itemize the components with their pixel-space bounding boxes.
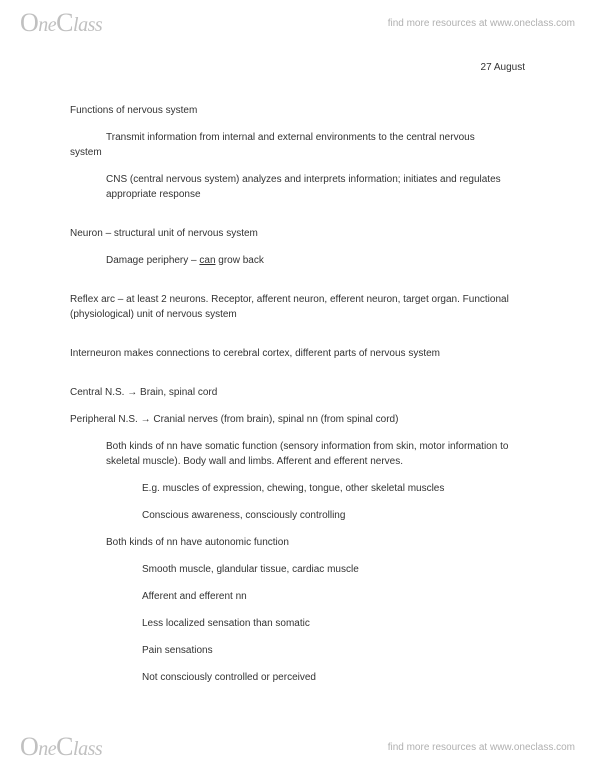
brand-tagline: find more resources at www.oneclass.com (388, 742, 575, 753)
body-text: Conscious awareness, consciously control… (70, 508, 535, 523)
body-text: Smooth muscle, glandular tissue, cardiac… (70, 562, 535, 577)
text-fragment: Damage periphery – (106, 255, 199, 266)
body-text: Peripheral N.S. → Cranial nerves (from b… (70, 412, 535, 427)
watermark-header: OneClass find more resources at www.onec… (0, 0, 595, 46)
brand-logo: OneClass (20, 8, 102, 38)
watermark-footer: OneClass find more resources at www.onec… (0, 724, 595, 770)
brand-logo: OneClass (20, 732, 102, 762)
body-text: Less localized sensation than somatic (70, 616, 535, 631)
body-text: Both kinds of nn have autonomic function (70, 535, 535, 550)
underlined-text: can (199, 255, 215, 266)
body-text: Not consciously controlled or perceived (70, 670, 535, 685)
body-text: Transmit information from internal and e… (70, 130, 535, 145)
body-text: Pain sensations (70, 643, 535, 658)
body-text: Central N.S. → Brain, spinal cord (70, 385, 535, 400)
text-fragment: grow back (216, 255, 264, 266)
section-heading: Functions of nervous system (70, 103, 535, 118)
body-text: CNS (central nervous system) analyzes an… (70, 172, 535, 202)
body-text: Both kinds of nn have somatic function (… (70, 439, 535, 469)
body-text: E.g. muscles of expression, chewing, ton… (70, 481, 535, 496)
document-body: 27 August Functions of nervous system Tr… (70, 60, 535, 710)
brand-tagline: find more resources at www.oneclass.com (388, 18, 575, 29)
body-text-line: system (70, 145, 535, 160)
body-text-line: Transmit information from internal and e… (70, 130, 475, 145)
body-text: Interneuron makes connections to cerebra… (70, 346, 535, 361)
section-heading: Neuron – structural unit of nervous syst… (70, 226, 535, 241)
body-text: Damage periphery – can grow back (70, 253, 535, 268)
document-date: 27 August (70, 60, 535, 75)
body-text: Afferent and efferent nn (70, 589, 535, 604)
body-text: Reflex arc – at least 2 neurons. Recepto… (70, 292, 535, 322)
